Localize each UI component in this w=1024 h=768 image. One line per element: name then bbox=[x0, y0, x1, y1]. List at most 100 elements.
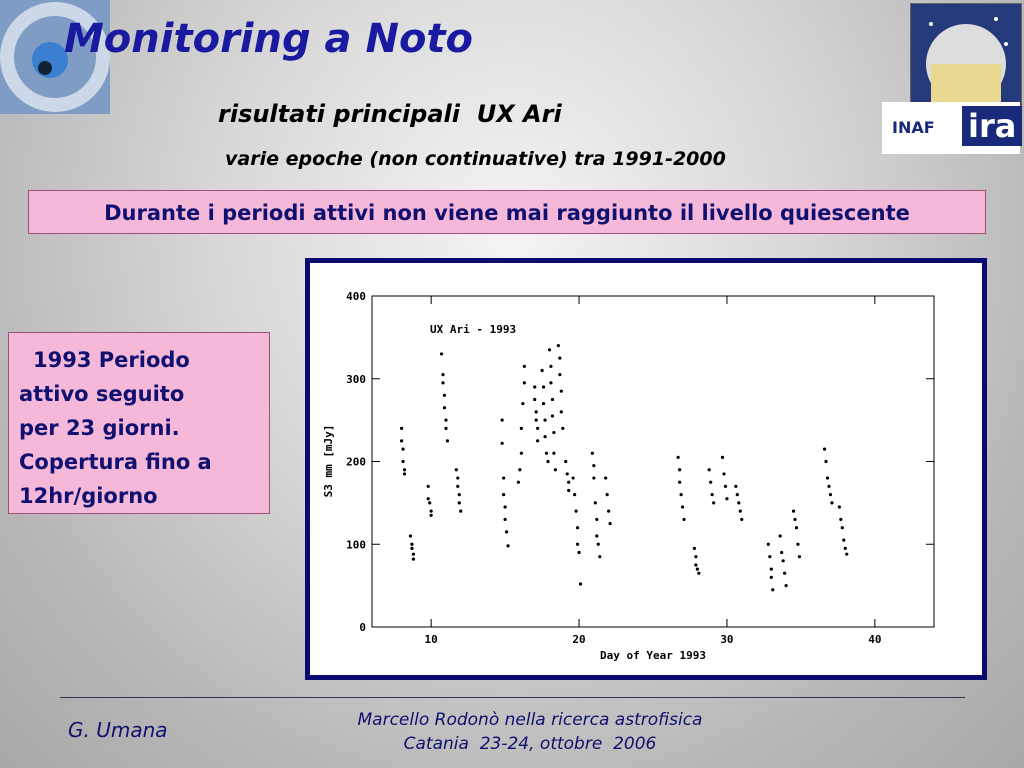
data-point bbox=[791, 509, 796, 513]
y-tick-label: 300 bbox=[346, 373, 366, 386]
data-point bbox=[457, 493, 461, 497]
data-point bbox=[723, 484, 728, 488]
data-point bbox=[547, 348, 552, 352]
data-point bbox=[445, 439, 450, 443]
data-point bbox=[694, 563, 698, 567]
y-tick-label: 200 bbox=[346, 456, 366, 469]
data-point bbox=[411, 552, 416, 556]
data-point bbox=[780, 550, 784, 555]
side-note-line: per 23 giorni. bbox=[19, 416, 180, 440]
data-point bbox=[500, 418, 504, 422]
x-tick-label: 20 bbox=[572, 633, 585, 646]
data-point bbox=[518, 468, 522, 472]
data-point bbox=[710, 493, 714, 497]
data-point bbox=[454, 468, 458, 472]
data-point bbox=[558, 373, 562, 377]
data-point bbox=[595, 534, 599, 538]
data-point bbox=[575, 526, 580, 530]
data-point bbox=[401, 459, 405, 464]
data-point bbox=[456, 484, 460, 488]
data-point bbox=[839, 517, 843, 522]
data-point bbox=[822, 447, 827, 451]
data-point bbox=[794, 526, 799, 530]
data-point bbox=[740, 517, 744, 522]
data-point bbox=[444, 426, 448, 430]
data-point bbox=[559, 389, 563, 393]
data-point bbox=[444, 418, 448, 422]
data-point bbox=[567, 480, 571, 484]
observatory-logo bbox=[910, 3, 1022, 107]
data-point bbox=[697, 571, 701, 575]
data-point bbox=[429, 513, 433, 517]
data-point bbox=[439, 352, 444, 356]
data-point bbox=[522, 381, 526, 385]
data-point bbox=[783, 571, 787, 575]
data-point bbox=[678, 468, 682, 472]
inaf-ira-logo: INAF ira bbox=[882, 102, 1023, 154]
data-point bbox=[737, 501, 741, 505]
chart: UX Ari - 1993 Day of Year 1993 S3 mm [mJ… bbox=[322, 290, 935, 662]
data-point bbox=[768, 555, 772, 559]
data-point bbox=[735, 493, 739, 497]
data-point bbox=[592, 476, 596, 480]
data-point bbox=[559, 410, 563, 414]
y-tick-label: 0 bbox=[359, 621, 366, 634]
data-point bbox=[574, 509, 578, 513]
y-tick-label: 400 bbox=[346, 290, 366, 303]
side-note-line: 12hr/giorno bbox=[19, 484, 158, 508]
data-point bbox=[596, 542, 600, 546]
data-point bbox=[769, 575, 773, 579]
data-point bbox=[842, 538, 846, 542]
data-point bbox=[399, 439, 404, 443]
data-point bbox=[707, 468, 711, 472]
data-point bbox=[578, 582, 583, 586]
y-tick-label: 100 bbox=[346, 538, 366, 551]
data-point bbox=[428, 501, 432, 505]
data-point bbox=[502, 493, 506, 497]
data-point bbox=[567, 488, 571, 493]
data-point bbox=[410, 542, 414, 546]
x-tick-label: 10 bbox=[425, 633, 438, 646]
data-point bbox=[408, 534, 413, 538]
data-point bbox=[553, 468, 557, 472]
data-point bbox=[399, 426, 404, 430]
data-point bbox=[549, 381, 553, 385]
plot-frame bbox=[371, 295, 935, 628]
x-tick-label: 30 bbox=[720, 633, 733, 646]
logo-text: INAF bbox=[892, 118, 935, 137]
data-point bbox=[604, 476, 608, 480]
data-point bbox=[503, 517, 507, 522]
epochs-note: varie epoche (non continuative) tra 1991… bbox=[225, 148, 726, 170]
data-point bbox=[556, 344, 560, 348]
x-axis-label: Day of Year 1993 bbox=[600, 649, 706, 662]
data-point bbox=[577, 550, 581, 555]
data-point bbox=[500, 441, 504, 445]
data-point bbox=[402, 472, 407, 476]
side-note-line: 1993 Periodo bbox=[33, 348, 190, 372]
event: Marcello Rodonò nella ricerca astrofisic… bbox=[357, 710, 703, 730]
data-point bbox=[564, 459, 568, 464]
data-point bbox=[608, 521, 612, 526]
data-point bbox=[521, 401, 525, 406]
data-point bbox=[573, 493, 577, 497]
data-point bbox=[543, 418, 547, 422]
data-point bbox=[797, 555, 802, 559]
data-point bbox=[503, 505, 507, 509]
data-point bbox=[552, 451, 556, 455]
data-point bbox=[561, 426, 565, 430]
data-point bbox=[712, 501, 716, 505]
x-tick-label: 40 bbox=[868, 633, 881, 646]
data-point bbox=[543, 435, 547, 439]
data-point bbox=[676, 455, 680, 459]
y-axis-label: S3 mm [mJy] bbox=[322, 425, 335, 498]
author: G. Umana bbox=[68, 718, 168, 742]
data-point bbox=[593, 501, 597, 505]
data-point bbox=[457, 501, 461, 505]
data-point bbox=[456, 476, 460, 480]
data-point bbox=[536, 426, 540, 430]
data-point bbox=[540, 368, 544, 373]
data-point bbox=[692, 546, 697, 550]
data-point bbox=[738, 509, 742, 513]
data-point bbox=[516, 480, 521, 484]
data-point bbox=[426, 497, 430, 501]
